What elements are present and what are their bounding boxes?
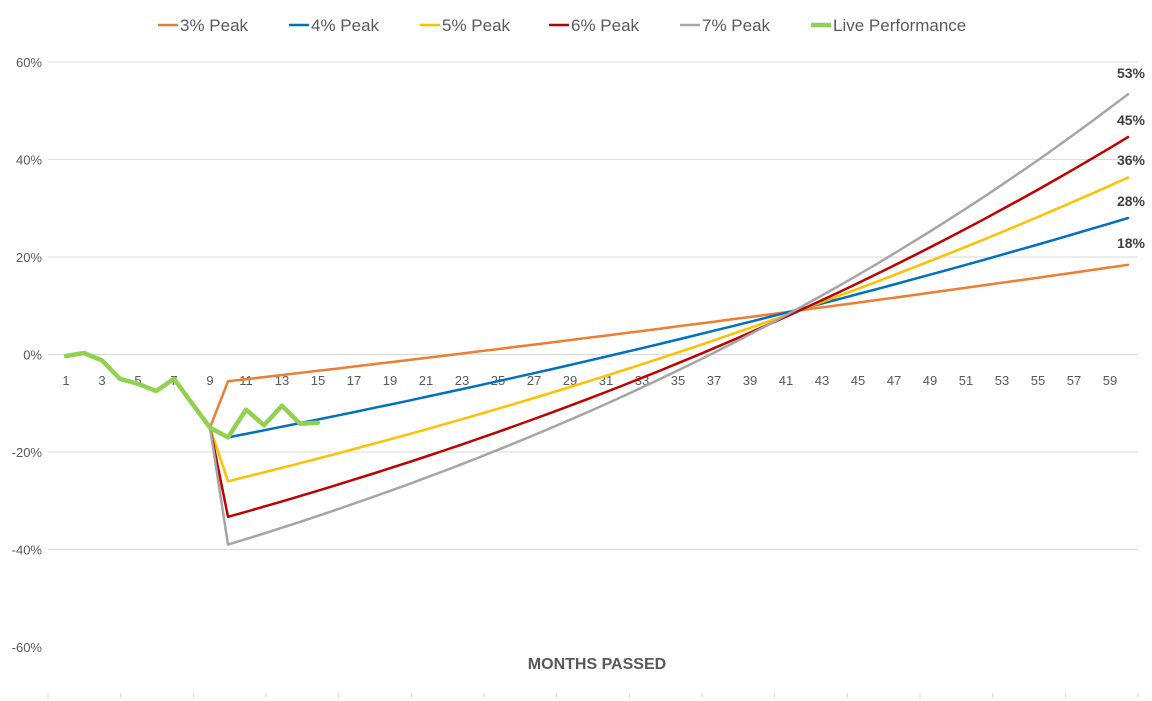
y-tick-label: -40% xyxy=(12,543,43,558)
y-axis-ticks: 60% 40% 20% 0% -20% -40% -60% xyxy=(12,55,43,655)
series-line-3-peak xyxy=(208,263,1130,429)
end-label: 53% xyxy=(1117,65,1146,81)
x-tick-label: 49 xyxy=(923,373,937,388)
x-axis-ticks: 1 3 5 7 9 11 13 15 17 19 21 23 25 27 29 31 33 35 37 39 41 43 4… xyxy=(62,373,1117,388)
y-tick-label: 0% xyxy=(23,348,42,363)
x-tick-label: 35 xyxy=(671,373,685,388)
series-line-5-peak xyxy=(208,176,1130,483)
x-tick-label: 9 xyxy=(206,373,213,388)
end-label: 28% xyxy=(1117,193,1146,209)
x-axis-label: MONTHS PASSED xyxy=(528,656,666,673)
x-tick-label: 3 xyxy=(98,373,105,388)
end-label: 45% xyxy=(1117,112,1146,128)
x-tick-label: 29 xyxy=(563,373,577,388)
x-tick-label: 45 xyxy=(851,373,865,388)
y-tick-label: 60% xyxy=(16,55,42,70)
legend-label: 5% Peak xyxy=(442,16,511,35)
grid-lines xyxy=(47,61,1139,698)
legend-label: 7% Peak xyxy=(702,16,771,35)
y-tick-label: -60% xyxy=(12,640,43,655)
x-tick-label: 53 xyxy=(995,373,1009,388)
series-line-4-peak xyxy=(208,216,1130,439)
x-tick-label: 23 xyxy=(455,373,469,388)
end-labels: 18% 28% 36% 45% 53% xyxy=(1117,65,1146,251)
legend-label: 3% Peak xyxy=(180,16,249,35)
x-tick-label: 17 xyxy=(347,373,361,388)
end-label: 36% xyxy=(1117,152,1146,168)
x-tick-label: 59 xyxy=(1103,373,1117,388)
x-tick-label: 21 xyxy=(419,373,433,388)
x-tick-label: 57 xyxy=(1067,373,1081,388)
x-tick-label: 39 xyxy=(743,373,757,388)
x-tick-label: 51 xyxy=(959,373,973,388)
legend-label: 6% Peak xyxy=(571,16,640,35)
series-lines xyxy=(63,92,1130,546)
x-tick-label: 37 xyxy=(707,373,721,388)
end-label: 18% xyxy=(1117,235,1146,251)
series-line-6-peak xyxy=(208,135,1130,519)
x-tick-label: 27 xyxy=(527,373,541,388)
x-tick-label: 41 xyxy=(779,373,793,388)
x-tick-label: 55 xyxy=(1031,373,1045,388)
x-tick-label: 43 xyxy=(815,373,829,388)
legend-label: Live Performance xyxy=(833,16,966,35)
y-tick-label: 20% xyxy=(16,250,42,265)
x-tick-label: 47 xyxy=(887,373,901,388)
legend-label: 4% Peak xyxy=(311,16,380,35)
y-tick-label: 40% xyxy=(16,153,42,168)
series-line-7-peak xyxy=(208,92,1130,546)
x-tick-label: 13 xyxy=(275,373,289,388)
legend: 3% Peak 4% Peak 5% Peak 6% Peak 7% Peak Live … xyxy=(158,16,966,35)
series-line-live-performance xyxy=(63,350,321,440)
x-tick-label: 19 xyxy=(383,373,397,388)
x-tick-label: 1 xyxy=(62,373,69,388)
x-tick-label: 5 xyxy=(134,373,141,388)
y-tick-label: -20% xyxy=(12,445,43,460)
x-tick-label: 11 xyxy=(239,373,253,388)
x-tick-label: 15 xyxy=(311,373,325,388)
